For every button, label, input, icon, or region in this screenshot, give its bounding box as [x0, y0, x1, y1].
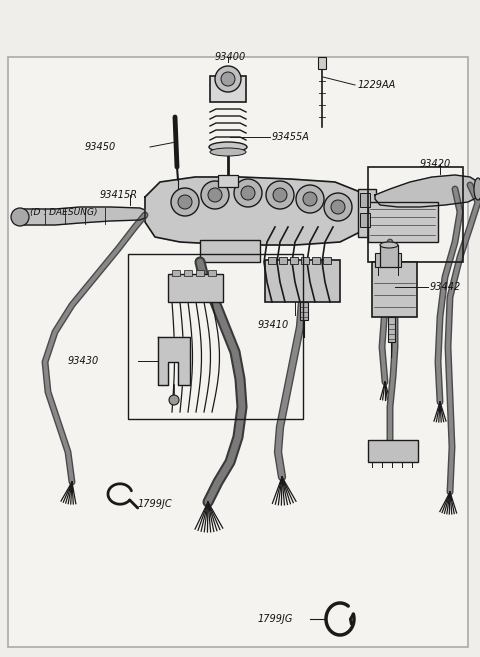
Text: 1799JG: 1799JG: [258, 614, 293, 624]
Circle shape: [303, 192, 317, 206]
Bar: [279, 257, 287, 264]
Text: 93430: 93430: [68, 356, 99, 366]
Bar: [372, 262, 417, 317]
Circle shape: [201, 181, 229, 209]
Text: 93400: 93400: [215, 52, 246, 62]
Bar: [375, 253, 381, 267]
Circle shape: [208, 188, 222, 202]
Circle shape: [215, 66, 241, 92]
Bar: [301, 257, 309, 264]
Bar: [368, 440, 418, 462]
Bar: [208, 270, 216, 276]
Circle shape: [171, 188, 199, 216]
Polygon shape: [375, 175, 480, 207]
Text: 93450: 93450: [85, 142, 116, 152]
Polygon shape: [15, 207, 145, 225]
Bar: [318, 57, 326, 69]
Bar: [358, 189, 376, 237]
Bar: [268, 257, 276, 264]
Text: 93415R: 93415R: [100, 190, 138, 200]
Text: 93442: 93442: [430, 282, 461, 292]
Bar: [184, 270, 192, 276]
Bar: [290, 257, 298, 264]
Circle shape: [273, 188, 287, 202]
Circle shape: [266, 181, 294, 209]
Text: 1799JC: 1799JC: [138, 499, 173, 509]
Bar: [300, 302, 308, 320]
Bar: [388, 317, 395, 342]
Bar: [380, 245, 398, 267]
Circle shape: [234, 179, 262, 207]
Polygon shape: [158, 337, 190, 385]
Bar: [395, 253, 401, 267]
Bar: [265, 260, 340, 302]
Text: 93420: 93420: [420, 159, 451, 169]
Bar: [168, 274, 223, 302]
Text: 1229AA: 1229AA: [358, 80, 396, 90]
Bar: [210, 76, 246, 102]
Bar: [8, 57, 468, 647]
Bar: [128, 254, 303, 419]
Bar: [172, 270, 180, 276]
Circle shape: [324, 193, 352, 221]
Circle shape: [11, 208, 29, 226]
Text: 93455A: 93455A: [272, 132, 310, 142]
Ellipse shape: [209, 142, 247, 152]
Ellipse shape: [210, 148, 246, 156]
Bar: [368, 167, 463, 262]
Bar: [200, 240, 260, 262]
Bar: [360, 213, 370, 227]
Circle shape: [169, 395, 179, 405]
Bar: [360, 193, 370, 207]
Bar: [312, 257, 320, 264]
Circle shape: [178, 195, 192, 209]
Bar: [218, 175, 238, 187]
Bar: [368, 202, 438, 242]
Ellipse shape: [380, 242, 398, 248]
Circle shape: [331, 200, 345, 214]
Bar: [323, 257, 331, 264]
Circle shape: [296, 185, 324, 213]
Text: (D : DAESUNG): (D : DAESUNG): [30, 208, 97, 217]
Circle shape: [221, 72, 235, 86]
Text: 93410: 93410: [258, 320, 289, 330]
Ellipse shape: [474, 178, 480, 200]
Bar: [196, 270, 204, 276]
Circle shape: [241, 186, 255, 200]
Polygon shape: [145, 177, 365, 245]
